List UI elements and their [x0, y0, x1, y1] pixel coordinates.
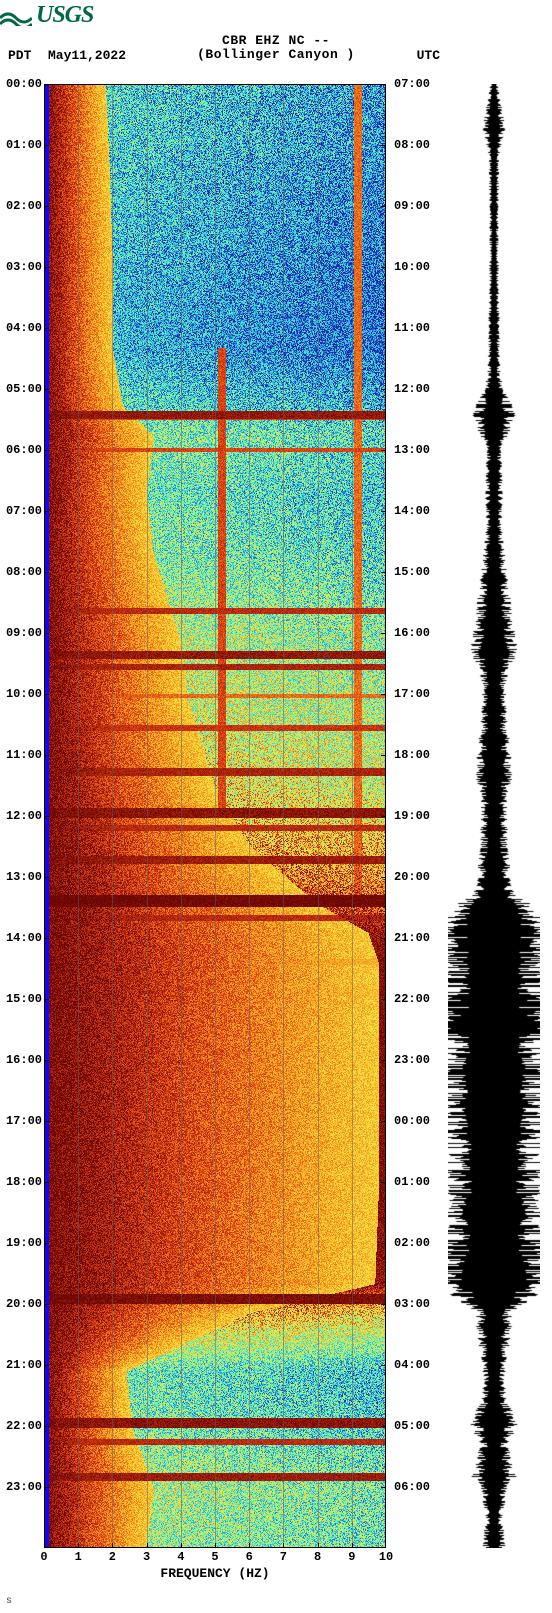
pdt-tick: 18:00 — [6, 1175, 42, 1189]
waveform-trace — [448, 84, 540, 1548]
spectrogram — [44, 84, 386, 1548]
date-label: May11,2022 — [48, 48, 126, 63]
utc-tick: 14:00 — [394, 504, 430, 518]
pdt-tick: 21:00 — [6, 1358, 42, 1372]
pdt-tick: 12:00 — [6, 809, 42, 823]
pdt-tick: 16:00 — [6, 1053, 42, 1067]
utc-tick: 00:00 — [394, 1114, 430, 1128]
utc-tick: 01:00 — [394, 1175, 430, 1189]
pdt-tick: 23:00 — [6, 1480, 42, 1494]
footmark: s — [6, 1596, 12, 1607]
utc-tick: 16:00 — [394, 626, 430, 640]
utc-tick: 03:00 — [394, 1297, 430, 1311]
pdt-tick: 02:00 — [6, 199, 42, 213]
utc-tick: 07:00 — [394, 77, 430, 91]
utc-axis-ticks: 07:0008:0009:0010:0011:0012:0013:0014:00… — [392, 84, 438, 1548]
pdt-tick: 13:00 — [6, 870, 42, 884]
x-tick: 6 — [246, 1550, 253, 1564]
pdt-tick: 19:00 — [6, 1236, 42, 1250]
pdt-tick: 20:00 — [6, 1297, 42, 1311]
utc-tick: 22:00 — [394, 992, 430, 1006]
utc-tick: 23:00 — [394, 1053, 430, 1067]
pdt-tick: 09:00 — [6, 626, 42, 640]
utc-tick: 13:00 — [394, 443, 430, 457]
pdt-label: PDT — [8, 48, 31, 63]
pdt-tick: 01:00 — [6, 138, 42, 152]
pdt-tick: 17:00 — [6, 1114, 42, 1128]
pdt-tick: 15:00 — [6, 992, 42, 1006]
x-tick: 2 — [109, 1550, 116, 1564]
utc-tick: 19:00 — [394, 809, 430, 823]
utc-tick: 06:00 — [394, 1480, 430, 1494]
title-line1: CBR EHZ NC -- — [0, 34, 552, 48]
utc-tick: 08:00 — [394, 138, 430, 152]
x-tick: 8 — [314, 1550, 321, 1564]
utc-tick: 02:00 — [394, 1236, 430, 1250]
utc-label: UTC — [417, 48, 440, 63]
pdt-tick: 10:00 — [6, 687, 42, 701]
utc-tick: 21:00 — [394, 931, 430, 945]
pdt-tick: 05:00 — [6, 382, 42, 396]
x-tick: 0 — [40, 1550, 47, 1564]
pdt-tick: 22:00 — [6, 1419, 42, 1433]
x-tick: 7 — [280, 1550, 287, 1564]
utc-tick: 18:00 — [394, 748, 430, 762]
pdt-tick: 14:00 — [6, 931, 42, 945]
utc-tick: 10:00 — [394, 260, 430, 274]
x-tick: 10 — [379, 1550, 393, 1564]
utc-tick: 11:00 — [394, 321, 430, 335]
utc-tick: 20:00 — [394, 870, 430, 884]
x-tick: 5 — [211, 1550, 218, 1564]
utc-tick: 15:00 — [394, 565, 430, 579]
utc-tick: 09:00 — [394, 199, 430, 213]
pdt-axis-ticks: 00:0001:0002:0003:0004:0005:0006:0007:00… — [0, 84, 44, 1548]
utc-tick: 04:00 — [394, 1358, 430, 1372]
logo-text: USGS — [36, 2, 93, 29]
x-tick: 1 — [75, 1550, 82, 1564]
pdt-tick: 00:00 — [6, 77, 42, 91]
usgs-logo: USGS — [0, 2, 93, 29]
pdt-tick: 04:00 — [6, 321, 42, 335]
pdt-tick: 06:00 — [6, 443, 42, 457]
utc-tick: 12:00 — [394, 382, 430, 396]
x-tick: 9 — [348, 1550, 355, 1564]
pdt-tick: 11:00 — [6, 748, 42, 762]
pdt-tick: 07:00 — [6, 504, 42, 518]
utc-tick: 05:00 — [394, 1419, 430, 1433]
pdt-tick: 03:00 — [6, 260, 42, 274]
x-tick: 4 — [177, 1550, 184, 1564]
pdt-tick: 08:00 — [6, 565, 42, 579]
utc-tick: 17:00 — [394, 687, 430, 701]
frequency-axis-label: FREQUENCY (HZ) — [44, 1566, 386, 1581]
x-tick: 3 — [143, 1550, 150, 1564]
